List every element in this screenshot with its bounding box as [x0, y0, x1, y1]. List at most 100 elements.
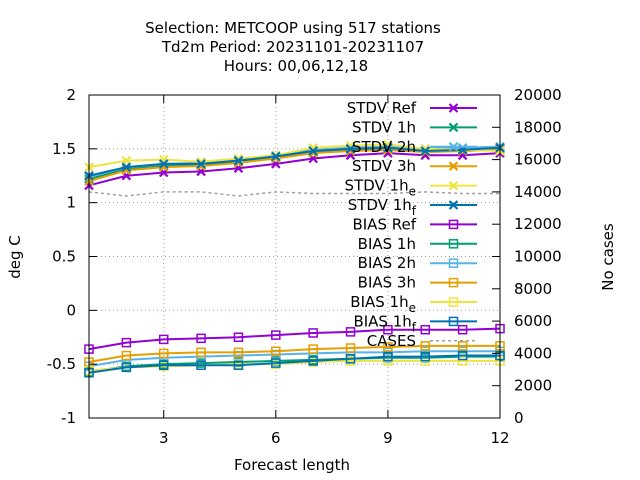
- data-point: [308, 344, 318, 354]
- legend-item-bias-1h-f: BIAS 1hf: [353, 312, 477, 334]
- series-line: [88, 152, 501, 187]
- legend-label: STDV Ref: [347, 99, 417, 117]
- data-point: [457, 350, 468, 361]
- legend-item-stdv-3h: STDV 3h: [352, 157, 477, 175]
- x-tick-label: 12: [490, 429, 509, 447]
- data-point: [345, 327, 356, 337]
- legend-marker: [448, 316, 459, 327]
- data-point: [308, 146, 318, 156]
- legend-label-main: BIAS 2h: [358, 254, 416, 272]
- y2-tick-label: 2000: [514, 377, 552, 395]
- series-line: [88, 327, 501, 351]
- legend-label: BIAS Ref: [352, 215, 416, 233]
- data-point: [271, 330, 281, 340]
- legend-marker: [448, 161, 459, 171]
- data-point: [158, 360, 169, 370]
- data-point: [383, 351, 393, 362]
- series-line: [88, 350, 500, 368]
- series-line: [88, 344, 500, 363]
- data-point: [196, 159, 206, 169]
- y2-tick-label: 0: [514, 409, 524, 427]
- legend-label-main: STDV Ref: [347, 99, 417, 117]
- data-point: [233, 332, 244, 342]
- data-point: [420, 341, 431, 351]
- legend-item-stdv-1h: STDV 1h: [352, 118, 477, 136]
- y-tick-label: 0.5: [52, 248, 76, 266]
- legend-label-main: BIAS Ref: [352, 215, 416, 233]
- legend-label-main: BIAS 1h: [358, 235, 416, 253]
- y-axis-label: deg C: [6, 235, 24, 279]
- legend-item-stdv-1h-e: STDV 1he: [345, 177, 477, 199]
- series-line: [88, 355, 500, 373]
- legend-label-main: BIAS 3h: [358, 274, 416, 292]
- data-point: [196, 360, 206, 370]
- legend-marker: [448, 277, 459, 288]
- data-point: [271, 358, 281, 368]
- legend-marker: [448, 103, 459, 113]
- legend-label-main: STDV 2h: [352, 138, 416, 156]
- data-point: [271, 346, 281, 356]
- x-axis-label: Forecast length: [234, 456, 350, 474]
- data-point: [158, 348, 169, 359]
- legend-marker: [448, 239, 459, 249]
- y-tick-label: 1: [66, 194, 76, 212]
- legend-label-subscript: e: [409, 301, 416, 315]
- data-point: [196, 333, 206, 344]
- legend-label: BIAS 3h: [358, 274, 416, 292]
- data-point: [158, 159, 169, 169]
- legend-item-bias-1h: BIAS 1h: [358, 235, 477, 253]
- legend-label: STDV 3h: [352, 157, 416, 175]
- legend-label: STDV 1h: [352, 118, 416, 136]
- data-point: [457, 324, 468, 335]
- legend-item-stdv-2h: STDV 2h: [352, 138, 477, 156]
- data-point: [121, 162, 132, 172]
- legend-item-bias-3h: BIAS 3h: [358, 274, 477, 292]
- series-bias-ref: [84, 323, 505, 354]
- data-point: [308, 328, 318, 338]
- data-point: [420, 146, 431, 156]
- data-point: [121, 337, 132, 348]
- title-line-2: Td2m Period: 20231101-20231107: [161, 38, 424, 56]
- data-point: [233, 155, 244, 166]
- y2-tick-label: 10000: [514, 248, 562, 266]
- y2-tick-label: 4000: [514, 344, 552, 362]
- y2-tick-label: 14000: [514, 183, 562, 201]
- series-layer: [84, 139, 505, 378]
- series-line: [88, 143, 501, 169]
- legend-label-main: BIAS 1h: [353, 312, 411, 330]
- legend-label-subscript: e: [409, 185, 416, 199]
- y-tick-label: -1: [61, 409, 76, 427]
- data-point: [420, 324, 431, 335]
- legend-label-main: CASES: [367, 332, 416, 350]
- y2-tick-label: 20000: [514, 86, 562, 104]
- data-point: [420, 351, 431, 362]
- plot-frame: [88, 94, 501, 419]
- chart-title: Selection: METCOOP using 517 stations Td…: [145, 19, 441, 75]
- legend-label-subscript: f: [412, 204, 417, 218]
- y-tick-label: -0.5: [47, 355, 76, 373]
- legend-item-cases: CASES: [367, 332, 477, 350]
- data-point: [457, 341, 468, 351]
- legend-marker: [448, 219, 459, 230]
- legend-label: CASES: [367, 332, 416, 350]
- data-point: [420, 346, 431, 356]
- legend-marker: [448, 122, 459, 133]
- legend-label: BIAS 2h: [358, 254, 416, 272]
- legend-label-main: STDV 3h: [352, 157, 416, 175]
- data-point: [271, 151, 281, 162]
- data-point: [345, 144, 356, 154]
- data-point: [383, 142, 393, 153]
- y2-tick-label: 12000: [514, 215, 562, 233]
- legend-label-main: STDV 1h: [352, 118, 416, 136]
- legend-label: STDV 2h: [352, 138, 416, 156]
- legend-label-main: STDV 1h: [348, 196, 412, 214]
- title-line-3: Hours: 00,06,12,18: [224, 57, 368, 75]
- data-point: [383, 324, 393, 335]
- data-point: [196, 347, 206, 358]
- y-tick-label: 2: [66, 86, 76, 104]
- legend-label: BIAS 1h: [358, 235, 416, 253]
- series-line: [88, 191, 500, 197]
- x-tick-label: 3: [159, 429, 169, 447]
